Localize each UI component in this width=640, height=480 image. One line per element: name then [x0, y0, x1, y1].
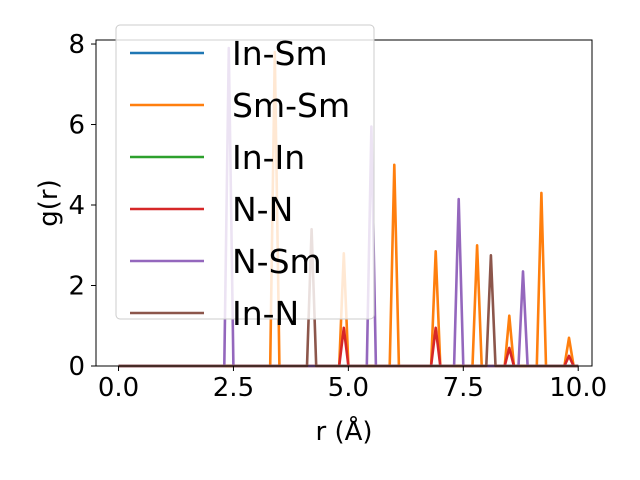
x-axis-ticks: 0.0 2.5 5.0 7.5 10.0 — [98, 366, 607, 403]
legend-label: In-Sm — [232, 34, 328, 73]
legend-label: Sm-Sm — [232, 86, 350, 125]
x-tick-label: 10.0 — [549, 373, 607, 403]
x-tick-label: 2.5 — [213, 373, 254, 403]
x-axis-label: r (Å) — [315, 415, 372, 447]
y-tick-label: 0 — [68, 352, 85, 382]
legend-box — [115, 24, 375, 320]
y-axis-label: g(r) — [34, 179, 64, 226]
legend-label: N-Sm — [232, 242, 322, 281]
y-tick-label: 8 — [68, 30, 85, 60]
y-tick-label: 4 — [68, 191, 85, 221]
legend-label: In-In — [232, 138, 305, 177]
legend: In-Sm Sm-Sm In-In N-N N-Sm In-N — [115, 24, 375, 333]
y-axis-ticks: 0 2 4 6 8 — [68, 30, 96, 382]
y-tick-label: 2 — [68, 272, 85, 302]
y-tick-label: 6 — [68, 111, 85, 141]
x-tick-label: 0.0 — [98, 373, 139, 403]
x-tick-label: 7.5 — [443, 373, 484, 403]
legend-label: In-N — [232, 294, 299, 333]
legend-label: N-N — [232, 190, 293, 229]
x-tick-label: 5.0 — [328, 373, 369, 403]
